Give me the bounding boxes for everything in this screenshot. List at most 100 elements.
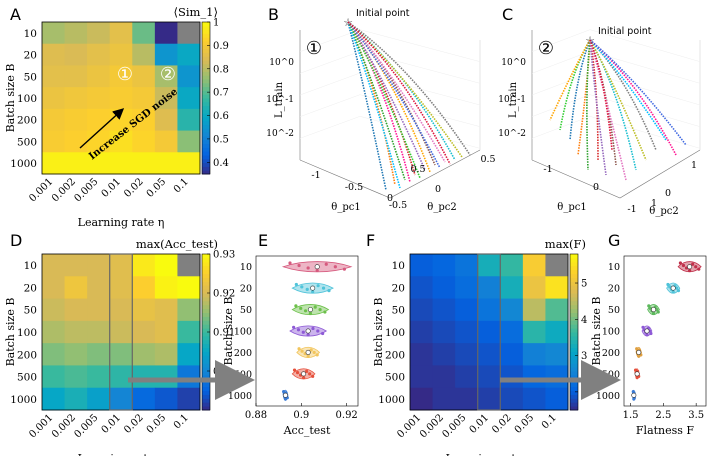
heatmap-cell [109, 298, 133, 322]
heatmap-cell [109, 320, 133, 344]
heatmap-cell [132, 343, 156, 366]
axis-floor [299, 149, 481, 199]
violin-point [311, 374, 315, 378]
violin-median [651, 307, 657, 313]
violin-point [323, 310, 327, 314]
trajectory-line [589, 39, 607, 176]
colorbar-segment [570, 261, 578, 267]
violin-point [309, 348, 313, 352]
colorbar-segment [202, 296, 210, 302]
trajectory-line [589, 39, 667, 141]
colorbar-segment [202, 398, 210, 403]
grid-line [589, 51, 701, 84]
violin-median [687, 264, 693, 270]
y-axis-label: Batch size B [222, 297, 235, 366]
colorbar-segment [570, 281, 578, 286]
violin-point [697, 267, 701, 271]
colorbar-segment [202, 316, 210, 321]
colorbar-tick-label: 4 [581, 315, 587, 326]
y-tick-label: 200 [17, 115, 37, 127]
x-tick-label: 0.92 [336, 410, 358, 421]
heatmap-cell [109, 65, 133, 88]
colorbar-segment [202, 41, 210, 46]
heatmap-cell [64, 343, 88, 366]
heatmap-cell [87, 387, 111, 411]
violin-median [631, 392, 637, 398]
y-tick-label: 0 [665, 188, 671, 199]
grid-line [589, 116, 701, 149]
x-axis-label: Flatness F [636, 424, 695, 437]
x-tick-label: 0.02 [490, 412, 514, 436]
violin-point [300, 285, 304, 289]
y-tick-label: 1000 [10, 394, 37, 406]
heatmap-cell [545, 343, 569, 366]
y-tick-label: 500 [385, 372, 405, 384]
colorbar-segment [202, 406, 210, 411]
violin-point [635, 347, 639, 351]
annotation-arrow [79, 108, 125, 149]
heatmap-cell [87, 365, 111, 389]
colorbar-segment [202, 300, 210, 306]
colorbar-segment [202, 105, 210, 110]
y-tick-label: 0 [435, 184, 441, 195]
highlight-column [477, 253, 501, 411]
heatmap-cell [154, 387, 178, 411]
trajectory-line [347, 21, 463, 158]
heatmap-cell [410, 365, 434, 389]
trajectory-line [347, 21, 441, 169]
violin-point [302, 375, 306, 380]
trajectory-line [347, 21, 426, 171]
x-axis-label: Learning rate η [446, 452, 533, 456]
violin-point [306, 354, 310, 358]
heatmap-cell [410, 298, 434, 322]
colorbar-segment [202, 320, 210, 325]
heatmap-cell [109, 87, 133, 110]
y-tick-label: 100 [17, 327, 37, 339]
heatmap-cell [177, 108, 201, 132]
z-tick-label: 10^-1 [266, 95, 294, 105]
heatmap-cell [522, 320, 546, 344]
x-tick-label: 0.01 [468, 412, 492, 436]
colorbar-segment [570, 406, 578, 411]
violin-point [316, 284, 320, 288]
colorbar-segment [570, 312, 578, 317]
violin-point [295, 371, 300, 375]
x-tick-label: 0.001 [27, 412, 55, 440]
heatmap-cell [109, 365, 133, 389]
violin-point [318, 307, 322, 312]
violin-point [668, 285, 672, 289]
trajectory-line [347, 21, 451, 165]
colorbar-segment [202, 117, 210, 122]
heatmap-cell [410, 254, 434, 277]
heatmap-cell [177, 87, 201, 110]
heatmap-cell [477, 276, 501, 300]
heatmap-cell [432, 298, 456, 322]
y-tick-label: 10 [24, 28, 37, 40]
y-tick-label: 100 [17, 93, 37, 105]
colorbar-tick-label: 3 [581, 351, 587, 362]
heatmap-cell [154, 343, 178, 366]
x-tick-label: 0.5 [410, 164, 425, 175]
heatmap-cell [545, 276, 569, 300]
heatmap-cell [477, 298, 501, 322]
heatmap-cell [132, 22, 156, 45]
colorbar-segment [202, 312, 210, 317]
trajectory-line [347, 21, 456, 161]
colorbar-segment [202, 335, 210, 341]
y-tick-label: 100 [385, 327, 405, 339]
violin-median [305, 349, 311, 355]
heatmap-cell [64, 130, 88, 153]
heatmap-cell [477, 343, 501, 366]
heatmap-cell [522, 254, 546, 277]
grid-line [299, 29, 361, 52]
y-tick-label: 50 [24, 71, 37, 83]
y-axis-label: θ_pc2 [427, 202, 456, 213]
case-marker: ① [306, 38, 322, 59]
y-tick-label: 20 [24, 282, 37, 294]
heatmap-cell [455, 254, 479, 277]
heatmap-cell [154, 254, 178, 277]
heatmap-cell [522, 276, 546, 300]
x-tick-label: 0.9 [293, 410, 309, 421]
violin-median [644, 328, 650, 334]
